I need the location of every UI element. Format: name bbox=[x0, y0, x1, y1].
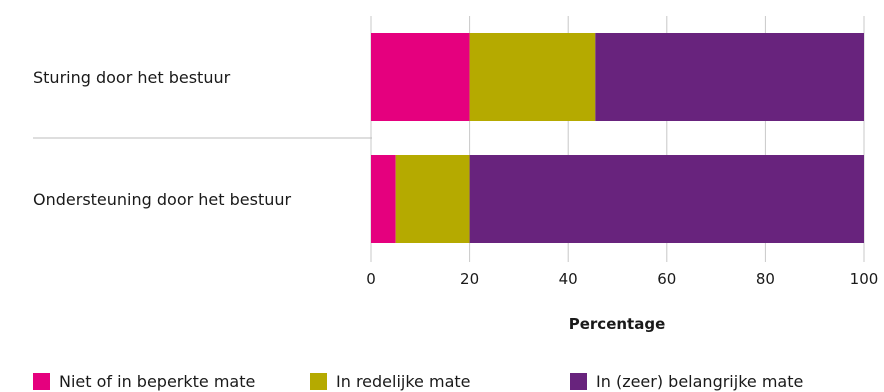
bars bbox=[371, 33, 864, 243]
category-labels: Sturing door het bestuur Ondersteuning do… bbox=[33, 68, 292, 209]
category-label: Sturing door het bestuur bbox=[33, 68, 231, 87]
bar-segment bbox=[595, 33, 864, 121]
legend-swatch bbox=[570, 373, 587, 390]
legend-item: In (zeer) belangrijke mate bbox=[570, 373, 803, 390]
category-label: Ondersteuning door het bestuur bbox=[33, 190, 292, 209]
bar-segment bbox=[469, 33, 596, 121]
legend: Niet of in beperkte mate In redelijke mat… bbox=[33, 373, 883, 392]
legend-swatch bbox=[33, 373, 50, 390]
bar-segment bbox=[395, 155, 470, 243]
legend-item: Niet of in beperkte mate bbox=[33, 373, 255, 390]
x-tick-label: 60 bbox=[657, 270, 676, 288]
bar-segment bbox=[469, 155, 864, 243]
x-tick-label: 80 bbox=[756, 270, 775, 288]
legend-swatch bbox=[310, 373, 327, 390]
x-tick-labels: 0 20 40 60 80 100 bbox=[366, 270, 878, 288]
x-tick-label: 20 bbox=[460, 270, 479, 288]
legend-label: In redelijke mate bbox=[336, 372, 471, 391]
x-axis-title: Percentage bbox=[569, 315, 666, 333]
bar-segment bbox=[371, 33, 470, 121]
legend-label: In (zeer) belangrijke mate bbox=[596, 372, 804, 391]
x-tick-label: 100 bbox=[850, 270, 879, 288]
legend-label: Niet of in beperkte mate bbox=[59, 372, 256, 391]
bar-segment bbox=[371, 155, 396, 243]
legend-item: In redelijke mate bbox=[310, 373, 470, 390]
x-tick-label: 0 bbox=[366, 270, 376, 288]
x-tick-label: 40 bbox=[559, 270, 578, 288]
